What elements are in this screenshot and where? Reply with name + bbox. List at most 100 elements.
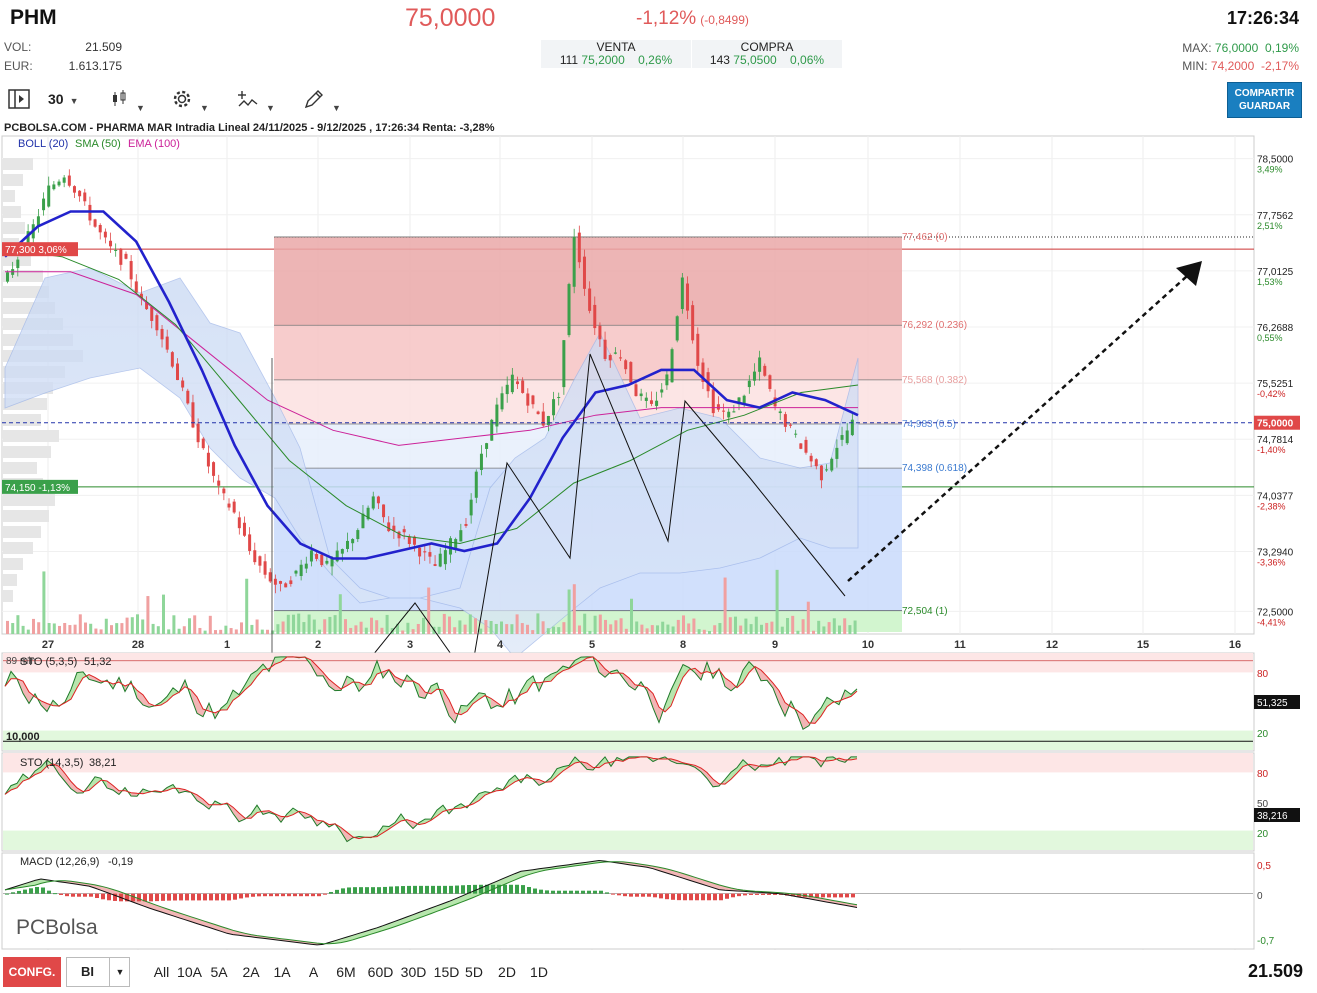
mode-select[interactable]: BI ▼ — [66, 957, 130, 987]
chart-area[interactable]: 77,462 (0) 76,292 (0.236) 75,568 (0.382) 74… — [0, 118, 1317, 953]
range-button-1d[interactable]: 1D — [530, 964, 548, 980]
candle-body — [531, 395, 535, 405]
share-save-button[interactable]: COMPARTIR GUARDAR — [1227, 82, 1302, 118]
sto-fill — [575, 657, 581, 665]
volume-bar — [156, 626, 160, 634]
volume-bar — [354, 625, 358, 634]
range-button-60d[interactable]: 60D — [367, 964, 394, 980]
range-button-2d[interactable]: 2D — [498, 964, 516, 980]
panel-toggle-button[interactable] — [6, 87, 32, 111]
macd-histogram-bar — [575, 890, 579, 894]
range-button-15d[interactable]: 15D — [433, 964, 460, 980]
macd-histogram-bar — [17, 890, 21, 894]
range-button-5a[interactable]: 5A — [210, 964, 228, 980]
range-button-6m[interactable]: 6M — [336, 964, 356, 980]
range-button-a[interactable]: A — [308, 964, 319, 980]
range-button-1a[interactable]: 1A — [273, 964, 291, 980]
candle-body — [315, 554, 319, 559]
volume-bar — [255, 619, 259, 634]
macd-histogram-bar — [539, 889, 543, 894]
candle-body — [366, 507, 370, 520]
macd-histogram-bar — [461, 885, 465, 894]
sto-fill — [737, 759, 743, 774]
fib-label: 74,398 (0.618) — [902, 463, 967, 474]
volume-bar — [442, 613, 446, 634]
sto-slow-value: 38,21 — [89, 757, 117, 769]
sto-slow-tag-text: 38,216 — [1257, 811, 1288, 822]
bollinger-mid-line — [4, 210, 859, 560]
candle-body — [145, 302, 149, 310]
sto-fill — [545, 674, 551, 682]
fib-label: 74,983 (0.5) — [902, 419, 956, 430]
config-button[interactable]: CONFG. — [3, 957, 61, 987]
volume-bar — [172, 615, 176, 634]
sto-fill — [167, 784, 173, 791]
candle-body — [124, 253, 128, 259]
volume-bar — [630, 598, 633, 634]
range-button-30d[interactable]: 30D — [400, 964, 427, 980]
sto-fill — [701, 768, 707, 779]
macd-histogram-bar — [317, 893, 321, 897]
candle-body — [418, 547, 422, 557]
sto-slow-tick-50: 50 — [1257, 799, 1269, 810]
max-pct: 0,19% — [1264, 41, 1299, 55]
range-button-2a[interactable]: 2A — [242, 964, 260, 980]
volume-bar — [292, 614, 295, 634]
quote-header: PHM 75,0000 -1,12% (-0,8499) 17:26:34 VOL… — [0, 0, 1317, 82]
indicators-button[interactable]: ▼ — [236, 87, 275, 113]
macd-histogram-bar — [761, 893, 765, 895]
sto-slow-tick-20: 20 — [1257, 829, 1269, 840]
sto-fill — [419, 684, 425, 699]
volume-bars — [6, 569, 857, 634]
chevron-down-icon: ▼ — [136, 103, 145, 113]
candle-body — [402, 529, 406, 533]
chart-type-button[interactable]: ▼ — [110, 87, 145, 113]
macd-histogram-bar — [533, 888, 537, 894]
candle-body — [582, 256, 586, 289]
volume-profile-bar — [3, 558, 23, 570]
candle-body — [603, 339, 607, 359]
ticker-symbol: PHM — [10, 6, 57, 29]
x-tick-label: 9 — [772, 639, 778, 651]
volume-bar — [624, 628, 628, 634]
range-button-5d[interactable]: 5D — [465, 964, 483, 980]
range-button-10a[interactable]: 10A — [177, 964, 202, 980]
sto-fill — [563, 666, 569, 671]
candle-body — [201, 438, 205, 449]
volume-bar — [6, 620, 9, 634]
drawing-tools-button[interactable]: ▼ — [302, 87, 341, 113]
macd-fill — [335, 938, 341, 944]
max-label: MAX: — [1182, 41, 1212, 55]
sto-fill — [731, 681, 737, 691]
macd-histogram-bar — [299, 893, 303, 897]
candlestick-icon — [113, 90, 126, 106]
candle-body — [758, 357, 762, 372]
volume-bar — [827, 622, 831, 634]
volume-bar — [702, 629, 706, 634]
sto-fill — [479, 791, 485, 801]
sto-fill — [557, 666, 563, 675]
chevron-down-icon: ▼ — [200, 103, 209, 113]
candle-body — [165, 336, 169, 350]
vol-label: VOL: — [4, 40, 32, 54]
range-button-all[interactable]: All — [153, 964, 170, 980]
sto-fill — [251, 805, 257, 819]
y-tick-pct: 1,53% — [1257, 277, 1283, 287]
candle-body — [567, 284, 571, 336]
candle-body — [433, 564, 437, 566]
candle-body — [845, 430, 849, 444]
candle-body — [490, 419, 494, 441]
sto-fill — [677, 664, 683, 691]
interval-select[interactable]: 30 ▼ — [48, 87, 79, 111]
macd-histogram-bar — [791, 893, 795, 897]
y-tick-label: 77,7562 — [1257, 211, 1294, 222]
macd-histogram-bar — [713, 893, 717, 901]
min-value: 74,2000 — [1210, 59, 1255, 73]
volume-bar — [437, 626, 441, 634]
sto-fill — [233, 807, 239, 822]
volume-profile-bar — [3, 542, 33, 554]
candle-body — [6, 272, 9, 282]
sto-fill — [257, 664, 263, 677]
settings-button[interactable]: ▼ — [170, 87, 209, 113]
